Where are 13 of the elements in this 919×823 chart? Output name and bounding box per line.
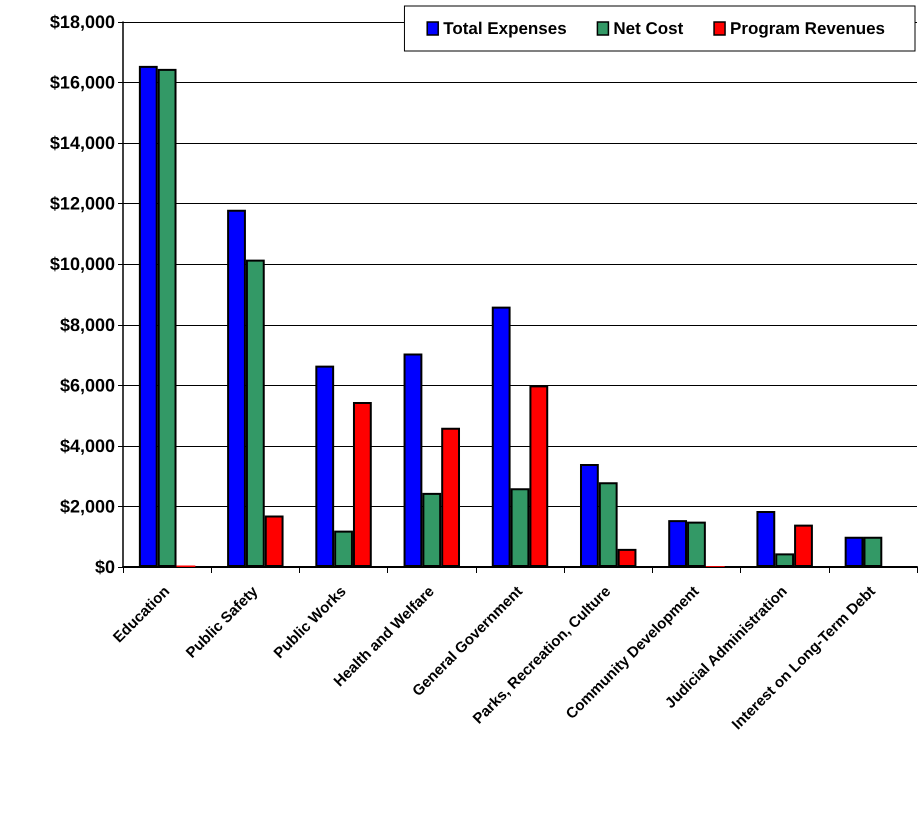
y-tick-label: $6,000 — [60, 375, 115, 396]
y-tick-label: $18,000 — [50, 12, 115, 32]
y-tick-label: $16,000 — [50, 72, 115, 93]
legend-label: Program Revenues — [730, 19, 885, 38]
y-tick-label: $4,000 — [60, 436, 115, 456]
y-tick-label: $8,000 — [60, 314, 115, 335]
y-tick-label: $14,000 — [50, 133, 115, 154]
y-tick-label: $2,000 — [60, 496, 115, 516]
legend-label: Total Expenses — [443, 19, 567, 38]
y-tick-label: $12,000 — [50, 194, 115, 214]
y-tick-label: $0 — [94, 557, 115, 577]
legend-label: Net Cost — [613, 19, 684, 38]
y-tick-label: $10,000 — [50, 254, 115, 274]
